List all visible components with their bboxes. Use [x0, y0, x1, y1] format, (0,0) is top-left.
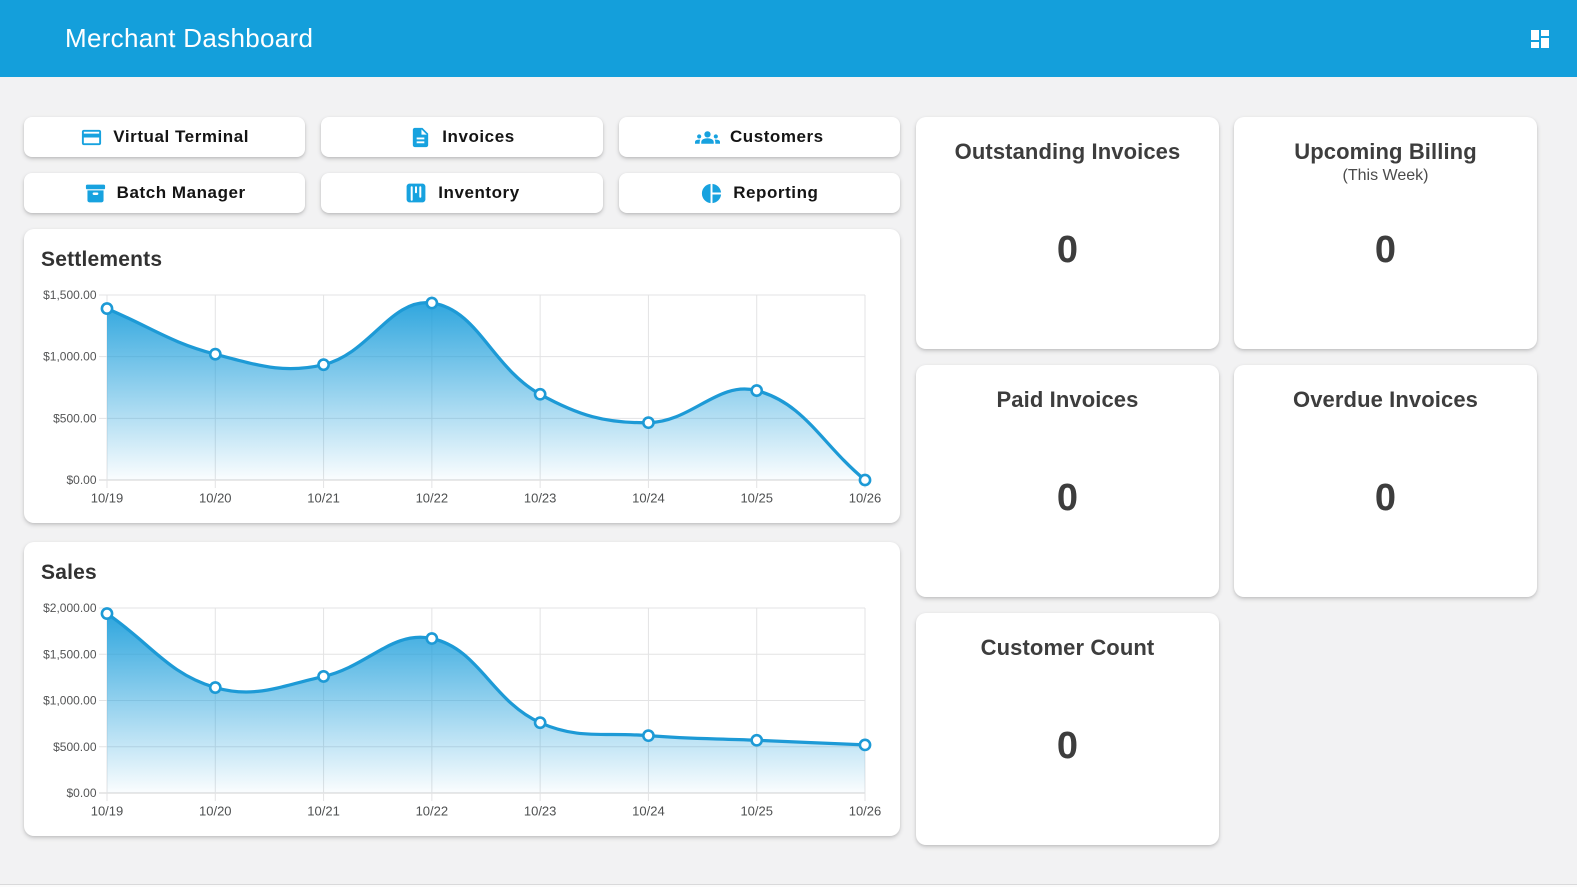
stat-card-value: 0 — [1374, 477, 1397, 519]
credit-card-icon — [80, 126, 103, 149]
stat-card-outstanding-invoices: Outstanding Invoices 0 — [916, 117, 1219, 349]
svg-text:10/23: 10/23 — [524, 491, 557, 506]
svg-text:$1,500.00: $1,500.00 — [43, 288, 97, 302]
nav-button-invoices[interactable]: Invoices — [321, 117, 603, 157]
stat-card-value: 0 — [1374, 229, 1397, 271]
settlements-chart: $0.00 $500.00 $1,000.00 $1,500.00 10/19 10/20… — [43, 288, 882, 506]
stat-card-title: Upcoming Billing — [1294, 139, 1477, 164]
svg-text:$1,000.00: $1,000.00 — [43, 350, 97, 364]
stat-card-customer-count: Customer Count 0 — [916, 613, 1219, 845]
nav-button-reporting[interactable]: Reporting — [618, 173, 900, 213]
sales-chart-title: Sales — [41, 561, 97, 584]
left-column: Virtual Terminal Invoices Customers — [24, 117, 900, 845]
app-header: Merchant Dashboard — [0, 0, 1577, 77]
stat-card-paid-invoices: Paid Invoices 0 — [916, 365, 1219, 597]
svg-text:$500.00: $500.00 — [53, 411, 97, 425]
archive-box-icon — [84, 182, 107, 205]
stat-card-upcoming-billing: Upcoming Billing (This Week) 0 — [1234, 117, 1537, 349]
svg-text:10/21: 10/21 — [307, 491, 340, 506]
stat-card-value: 0 — [1056, 725, 1079, 767]
dashboard-grid-icon[interactable] — [1528, 27, 1552, 51]
svg-text:10/24: 10/24 — [632, 491, 665, 506]
svg-text:10/26: 10/26 — [849, 491, 882, 506]
stat-card-value: 0 — [1056, 477, 1079, 519]
svg-text:$1,000.00: $1,000.00 — [43, 694, 97, 708]
stat-card-overdue-invoices: Overdue Invoices 0 — [1234, 365, 1537, 597]
svg-text:10/19: 10/19 — [91, 491, 124, 506]
svg-text:$500.00: $500.00 — [53, 740, 97, 754]
kanban-columns-icon — [404, 181, 428, 205]
svg-text:10/20: 10/20 — [199, 804, 232, 819]
quick-nav: Virtual Terminal Invoices Customers — [24, 117, 900, 213]
svg-text:10/23: 10/23 — [524, 804, 557, 819]
nav-button-label: Virtual Terminal — [113, 127, 250, 146]
svg-text:$0.00: $0.00 — [66, 473, 96, 487]
svg-text:10/19: 10/19 — [91, 804, 124, 819]
stat-card-title: Paid Invoices — [996, 387, 1139, 412]
nav-button-customers[interactable]: Customers — [618, 117, 900, 157]
pie-chart-icon — [700, 182, 723, 205]
nav-button-label: Invoices — [442, 127, 515, 146]
nav-button-virtual-terminal[interactable]: Virtual Terminal — [24, 117, 306, 157]
svg-text:10/24: 10/24 — [632, 804, 665, 819]
invoice-document-icon — [409, 126, 432, 149]
stats-grid: Outstanding Invoices 0 Upcoming Billing … — [916, 117, 1537, 845]
stat-card-title: Customer Count — [980, 635, 1155, 660]
svg-text:10/22: 10/22 — [416, 491, 449, 506]
svg-text:10/25: 10/25 — [740, 804, 773, 819]
nav-button-batch-manager[interactable]: Batch Manager — [24, 173, 306, 213]
svg-text:10/26: 10/26 — [849, 804, 882, 819]
page-title: Merchant Dashboard — [65, 23, 314, 53]
svg-text:10/22: 10/22 — [416, 804, 449, 819]
settlements-chart-title: Settlements — [41, 248, 163, 271]
stat-card-subtitle: (This Week) — [1342, 167, 1429, 184]
svg-text:$2,000.00: $2,000.00 — [43, 601, 97, 615]
stat-card-title: Outstanding Invoices — [954, 139, 1181, 164]
svg-text:10/21: 10/21 — [307, 804, 340, 819]
settlements-chart-card: Settlements $0.00 $500.00 $1,000.00 $1,500.… — [24, 229, 900, 523]
nav-button-inventory[interactable]: Inventory — [321, 173, 603, 213]
nav-button-label: Reporting — [733, 183, 819, 202]
stat-card-value: 0 — [1056, 229, 1079, 271]
nav-button-label: Inventory — [438, 183, 520, 202]
nav-button-label: Batch Manager — [116, 183, 246, 202]
footer-divider — [0, 884, 1577, 887]
main-content: Virtual Terminal Invoices Customers — [24, 117, 1537, 845]
svg-text:$0.00: $0.00 — [66, 786, 96, 800]
svg-text:$1,500.00: $1,500.00 — [43, 647, 97, 661]
svg-text:10/25: 10/25 — [740, 491, 773, 506]
stat-card-title: Overdue Invoices — [1292, 387, 1478, 412]
sales-chart: $0.00 $500.00 $1,000.00 $1,500.00 $2,000.00 1… — [43, 601, 882, 819]
sales-chart-card: Sales $0.00 $500.00 $1,000.00 $1,500.00 $2,0… — [24, 542, 900, 836]
customers-people-icon — [694, 125, 720, 150]
svg-text:10/20: 10/20 — [199, 491, 232, 506]
nav-button-label: Customers — [729, 127, 824, 146]
